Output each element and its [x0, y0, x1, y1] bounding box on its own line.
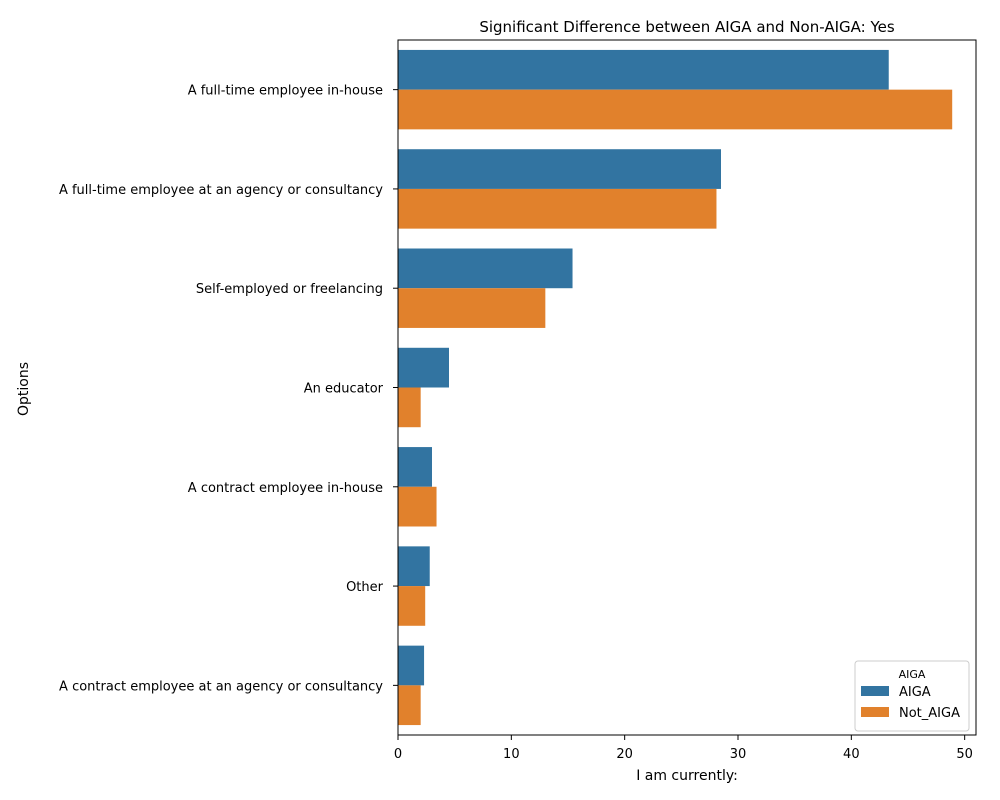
bars-group [398, 49, 953, 726]
x-tick-label: 10 [503, 747, 520, 762]
y-tick-label: Other [346, 580, 384, 595]
chart-title: Significant Difference between AIGA and … [479, 18, 894, 36]
bar-aiga-2 [398, 248, 573, 289]
x-tick-labels: 0 10 20 30 40 50 [394, 735, 973, 762]
y-tick-label: An educator [304, 382, 384, 397]
legend-swatch-not-aiga [861, 707, 889, 717]
y-tick-label: A full-time employee at an agency or con… [59, 183, 383, 198]
bar-aiga-4 [398, 447, 432, 487]
x-tick-label: 20 [616, 747, 633, 762]
x-axis-title: I am currently: [636, 768, 738, 784]
bar-aiga-0 [398, 49, 889, 90]
legend: AIGA AIGA Not_AIGA [854, 660, 970, 732]
bar-not-aiga-0 [398, 89, 953, 130]
x-tick-label: 0 [394, 747, 402, 762]
y-tick-labels: A full-time employee in-house A full-time… [59, 84, 398, 694]
y-tick-label: Self-employed or freelancing [196, 282, 383, 297]
bar-aiga-1 [398, 149, 721, 189]
x-tick-label: 40 [843, 747, 860, 762]
y-axis-title: Options [16, 362, 32, 416]
legend-label-not-aiga: Not_AIGA [899, 706, 960, 721]
plot-frame [397, 39, 977, 736]
legend-swatch-aiga [861, 686, 889, 696]
x-tick-label: 50 [956, 747, 973, 762]
x-tick-label: 30 [730, 747, 747, 762]
bar-not-aiga-6 [398, 685, 421, 726]
legend-label-aiga: AIGA [899, 685, 931, 700]
bar-not-aiga-2 [398, 288, 546, 328]
y-tick-label: A contract employee at an agency or cons… [59, 679, 383, 694]
bar-aiga-3 [398, 347, 449, 388]
bar-not-aiga-4 [398, 486, 437, 527]
bar-not-aiga-1 [398, 188, 717, 229]
bar-not-aiga-5 [398, 586, 426, 626]
bar-not-aiga-3 [398, 387, 421, 428]
y-tick-label: A full-time employee in-house [188, 84, 383, 99]
bar-aiga-5 [398, 546, 430, 587]
legend-title: AIGA [899, 668, 926, 681]
y-tick-label: A contract employee in-house [188, 481, 383, 496]
bar-aiga-6 [398, 645, 425, 686]
